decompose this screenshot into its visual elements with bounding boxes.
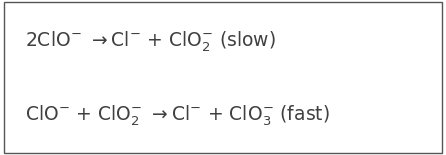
Text: 2ClO$^{-}$ $\rightarrow$Cl$^{-}$ + ClO$_2^{-}$ (slow): 2ClO$^{-}$ $\rightarrow$Cl$^{-}$ + ClO$_… xyxy=(25,30,276,54)
Text: ClO$^{-}$ + ClO$_2^{-}$ $\rightarrow$Cl$^{-}$ + ClO$_3^{-}$ (fast): ClO$^{-}$ + ClO$_2^{-}$ $\rightarrow$Cl$… xyxy=(25,104,329,128)
